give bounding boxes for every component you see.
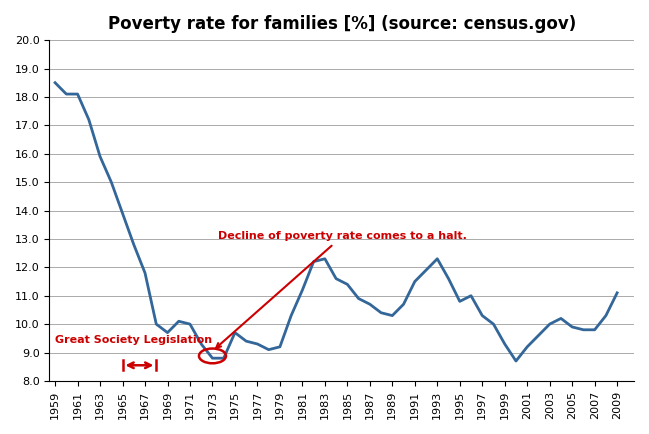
Title: Poverty rate for families [%] (source: census.gov): Poverty rate for families [%] (source: c… bbox=[108, 15, 576, 33]
Text: Decline of poverty rate comes to a halt.: Decline of poverty rate comes to a halt. bbox=[216, 231, 467, 348]
Text: Great Society Legislation: Great Society Legislation bbox=[55, 335, 212, 345]
